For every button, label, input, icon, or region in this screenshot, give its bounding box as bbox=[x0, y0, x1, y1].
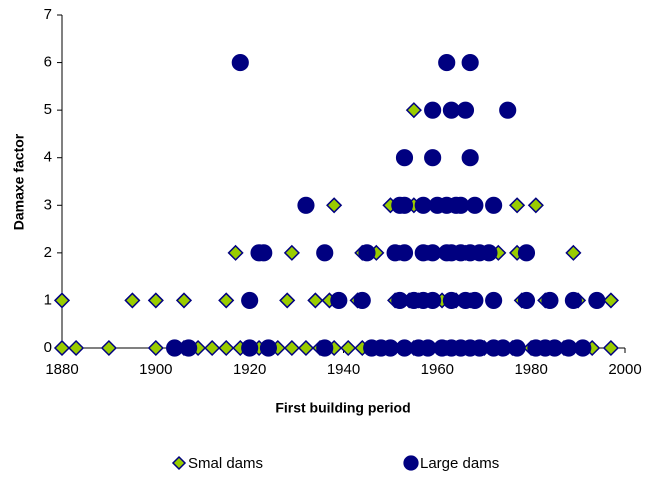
y-axis-label: Damaxe factor bbox=[11, 133, 27, 230]
data-point bbox=[53, 292, 71, 309]
y-tick-label: 1 bbox=[44, 291, 52, 308]
data-point bbox=[574, 339, 592, 357]
data-point bbox=[424, 101, 442, 119]
data-point bbox=[241, 291, 259, 310]
data-point bbox=[218, 339, 235, 357]
y-tick-label: 7 bbox=[44, 6, 52, 23]
data-point bbox=[438, 53, 456, 72]
data-point bbox=[100, 339, 117, 357]
data-point bbox=[527, 197, 544, 214]
legend-label: Large dams bbox=[420, 455, 499, 472]
x-axis-label: First building period bbox=[275, 400, 410, 416]
data-point bbox=[147, 292, 164, 309]
x-tick-label: 1940 bbox=[327, 361, 360, 378]
data-point bbox=[68, 339, 85, 357]
data-point bbox=[241, 339, 259, 357]
data-point bbox=[204, 339, 221, 357]
x-tick-label: 1880 bbox=[45, 361, 78, 378]
data-point bbox=[395, 196, 414, 214]
data-point bbox=[307, 292, 324, 309]
data-point bbox=[405, 102, 422, 119]
data-point bbox=[517, 291, 536, 310]
data-point bbox=[565, 244, 582, 261]
data-point bbox=[358, 244, 376, 262]
x-tick-label: 1920 bbox=[233, 361, 266, 378]
data-point bbox=[485, 291, 503, 310]
data-point bbox=[602, 339, 619, 357]
data-point bbox=[564, 291, 582, 310]
data-point bbox=[175, 292, 193, 309]
data-point bbox=[424, 149, 442, 167]
data-point bbox=[588, 291, 606, 310]
data-point bbox=[180, 339, 198, 357]
data-point bbox=[424, 291, 442, 310]
data-point bbox=[602, 292, 619, 309]
data-point bbox=[461, 149, 479, 167]
data-point bbox=[509, 197, 526, 214]
data-point bbox=[461, 53, 479, 72]
x-tick-label: 2000 bbox=[608, 361, 641, 378]
data-point bbox=[147, 339, 164, 357]
data-point bbox=[466, 196, 484, 214]
data-point bbox=[283, 339, 300, 357]
legend-marker bbox=[403, 455, 419, 471]
data-point bbox=[340, 339, 357, 357]
legend-label: Smal dams bbox=[188, 455, 263, 472]
data-point bbox=[485, 196, 503, 214]
data-point bbox=[316, 244, 334, 262]
data-point bbox=[297, 196, 315, 214]
x-tick-label: 1980 bbox=[514, 361, 547, 378]
data-point bbox=[395, 244, 414, 262]
data-point bbox=[316, 339, 334, 357]
y-tick-label: 5 bbox=[44, 101, 52, 118]
data-point bbox=[456, 101, 475, 119]
data-point bbox=[231, 53, 249, 72]
data-point bbox=[283, 244, 300, 261]
y-tick-label: 0 bbox=[44, 339, 52, 356]
data-point bbox=[508, 339, 526, 357]
data-point bbox=[517, 244, 536, 262]
y-tick-label: 3 bbox=[44, 196, 52, 213]
y-tick-label: 6 bbox=[44, 54, 52, 71]
data-point bbox=[218, 292, 235, 309]
data-point bbox=[466, 291, 484, 310]
data-point bbox=[124, 292, 141, 309]
data-point bbox=[259, 339, 278, 357]
data-point bbox=[353, 291, 371, 310]
data-point bbox=[499, 101, 517, 119]
y-tick-label: 2 bbox=[44, 244, 52, 261]
data-point bbox=[53, 339, 71, 357]
data-point bbox=[297, 339, 315, 357]
data-point bbox=[330, 291, 348, 310]
data-point bbox=[541, 291, 559, 310]
x-tick-label: 1960 bbox=[421, 361, 454, 378]
x-tick-label: 1900 bbox=[139, 361, 172, 378]
data-point bbox=[255, 244, 273, 262]
data-point bbox=[480, 244, 498, 262]
legend-marker bbox=[171, 455, 187, 471]
y-tick-label: 4 bbox=[44, 149, 52, 166]
data-point bbox=[395, 149, 414, 167]
data-point bbox=[279, 292, 296, 309]
data-point bbox=[227, 244, 244, 261]
data-point bbox=[326, 197, 343, 214]
